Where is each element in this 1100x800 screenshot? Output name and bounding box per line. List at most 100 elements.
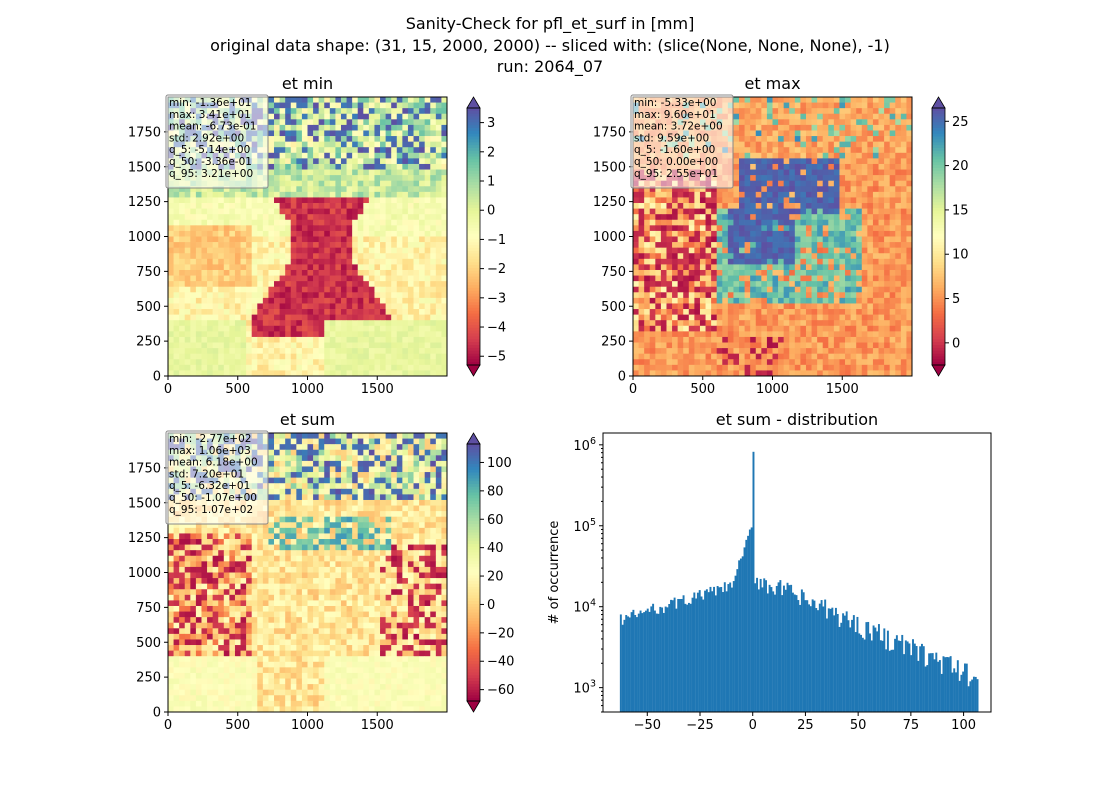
heatmap-cell bbox=[407, 136, 414, 142]
heatmap-cell bbox=[861, 342, 868, 349]
heatmap-cell bbox=[778, 191, 785, 198]
heatmap-cell bbox=[755, 119, 762, 126]
heatmap-cell bbox=[190, 247, 197, 254]
heatmap-cell bbox=[324, 269, 331, 276]
heatmap-cell bbox=[794, 309, 801, 315]
heatmap-cell bbox=[296, 136, 303, 142]
heatmap-cell bbox=[755, 264, 762, 271]
heatmap-cell bbox=[778, 314, 785, 321]
heatmap-cell bbox=[324, 297, 331, 304]
heatmap-cell bbox=[279, 297, 286, 304]
heatmap-cell bbox=[296, 158, 303, 165]
heatmap-cell bbox=[274, 325, 280, 332]
heatmap-cell bbox=[739, 163, 745, 170]
heatmap-cell bbox=[357, 258, 364, 265]
heatmap-cell bbox=[318, 325, 325, 332]
heatmap-cell bbox=[368, 370, 375, 377]
heatmap-cell bbox=[672, 303, 678, 310]
heatmap-cell bbox=[805, 281, 812, 288]
y-tick-label: 750 bbox=[136, 265, 161, 280]
heatmap-cell bbox=[340, 230, 347, 237]
heatmap-cell bbox=[419, 242, 426, 249]
heatmap-cell bbox=[329, 130, 336, 137]
heatmap-cell bbox=[856, 253, 863, 260]
heatmap-cell bbox=[329, 152, 336, 159]
heatmap-cell bbox=[805, 113, 812, 120]
heatmap-cell bbox=[296, 225, 303, 232]
heatmap-cell bbox=[727, 348, 734, 355]
heatmap-cell bbox=[805, 275, 812, 282]
heatmap-cell bbox=[822, 102, 829, 109]
heatmap-cell bbox=[296, 309, 303, 315]
heatmap-cell bbox=[694, 320, 701, 327]
heatmap-cell bbox=[329, 342, 336, 349]
heatmap-cell bbox=[301, 163, 308, 170]
heatmap-cell bbox=[677, 219, 684, 226]
heatmap-cell bbox=[190, 342, 197, 349]
heatmap-cell bbox=[688, 281, 695, 288]
heatmap-cell bbox=[677, 197, 684, 204]
heatmap-cell bbox=[878, 208, 885, 215]
colorbar-segment bbox=[467, 242, 480, 246]
heatmap-cell bbox=[223, 269, 230, 276]
heatmap-cell bbox=[307, 236, 314, 243]
heatmap-cell bbox=[856, 191, 863, 198]
heatmap-cell bbox=[340, 158, 347, 165]
heatmap-cell bbox=[750, 269, 757, 276]
heatmap-cell bbox=[285, 124, 292, 131]
heatmap-cell bbox=[435, 136, 442, 142]
heatmap-cell bbox=[357, 253, 364, 260]
heatmap-cell bbox=[794, 203, 801, 209]
heatmap-cell bbox=[223, 353, 230, 360]
heatmap-cell bbox=[346, 336, 353, 343]
heatmap-cell bbox=[772, 314, 779, 321]
heatmap-cell bbox=[755, 214, 762, 221]
heatmap-cell bbox=[279, 258, 286, 265]
heatmap-cell bbox=[301, 297, 308, 304]
heatmap-cell bbox=[889, 320, 896, 327]
heatmap-cell bbox=[218, 314, 225, 321]
heatmap-cell bbox=[638, 264, 645, 271]
colorbar-segment bbox=[467, 116, 480, 120]
heatmap-cell bbox=[900, 303, 907, 310]
heatmap-cell bbox=[363, 297, 370, 304]
heatmap-cell bbox=[195, 370, 202, 377]
heatmap-cell bbox=[413, 152, 420, 159]
heatmap-cell bbox=[430, 297, 437, 304]
heatmap-cell bbox=[666, 264, 673, 271]
heatmap-cell bbox=[430, 225, 437, 232]
heatmap-cell bbox=[711, 191, 718, 198]
heatmap-cell bbox=[872, 175, 879, 182]
heatmap-cell bbox=[699, 242, 706, 249]
heatmap-cell bbox=[279, 348, 286, 355]
heatmap-cell bbox=[805, 191, 812, 198]
axes-title: et min bbox=[282, 74, 333, 93]
heatmap-cell bbox=[817, 214, 824, 221]
heatmap-cell bbox=[368, 297, 375, 304]
heatmap-cell bbox=[655, 331, 662, 338]
heatmap-cell bbox=[638, 325, 645, 332]
heatmap-cell bbox=[794, 331, 801, 338]
heatmap-cell bbox=[900, 169, 907, 176]
heatmap-cell bbox=[683, 331, 690, 338]
heatmap-cell bbox=[644, 297, 651, 304]
heatmap-cell bbox=[374, 309, 381, 315]
heatmap-cell bbox=[800, 275, 807, 282]
heatmap-cell bbox=[407, 342, 414, 349]
heatmap-cell bbox=[274, 124, 280, 131]
heatmap-cell bbox=[649, 247, 656, 254]
heatmap-cell bbox=[268, 359, 275, 366]
heatmap-cell bbox=[856, 163, 863, 170]
heatmap-cell bbox=[251, 309, 258, 315]
heatmap-cell bbox=[705, 275, 712, 282]
heatmap-cell bbox=[340, 303, 347, 310]
heatmap-cell bbox=[262, 275, 269, 282]
heatmap-cell bbox=[173, 364, 180, 371]
heatmap-cell bbox=[223, 258, 230, 265]
heatmap-cell bbox=[168, 208, 174, 215]
heatmap-cell bbox=[733, 275, 740, 282]
heatmap-cell bbox=[683, 320, 690, 327]
heatmap-cell bbox=[739, 203, 745, 209]
heatmap-cell bbox=[744, 325, 751, 332]
heatmap-cell bbox=[279, 113, 286, 120]
